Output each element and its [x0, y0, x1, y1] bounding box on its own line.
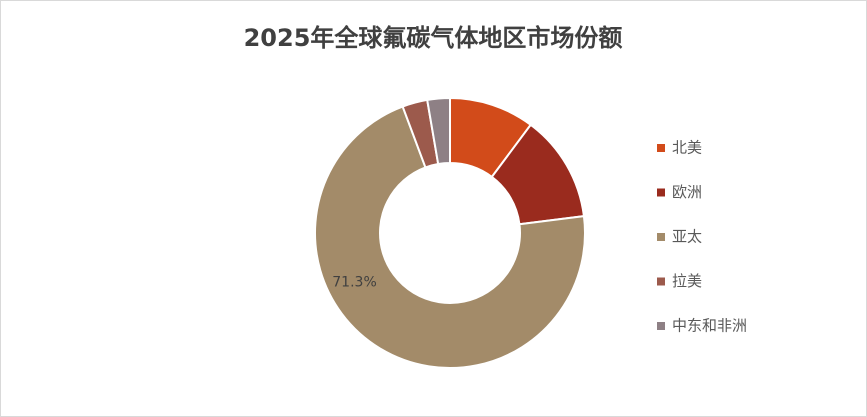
- legend-label: 北美: [672, 139, 702, 157]
- legend-label: 欧洲: [672, 183, 702, 201]
- slice: [426, 96, 451, 166]
- legend-swatch: [657, 188, 665, 197]
- data-label: 71.3%: [332, 274, 376, 290]
- legend-swatch: [657, 233, 665, 241]
- legend-swatch: [657, 322, 665, 330]
- legend-label: 中东和非洲: [672, 317, 747, 335]
- chart-title: 2025年全球氟碳气体地区市场份额: [244, 24, 623, 52]
- slice: [314, 105, 586, 369]
- legend-swatch: [657, 277, 665, 286]
- legend-swatch: [657, 144, 665, 152]
- legend-label: 拉美: [672, 272, 702, 290]
- legend-label: 亚太: [672, 228, 702, 246]
